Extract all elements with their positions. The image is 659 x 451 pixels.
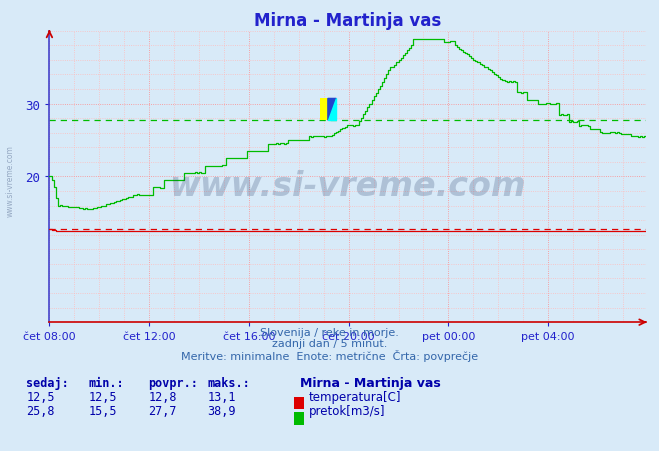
Text: Meritve: minimalne  Enote: metrične  Črta: povprečje: Meritve: minimalne Enote: metrične Črta:…	[181, 350, 478, 362]
Text: www.si-vreme.com: www.si-vreme.com	[5, 144, 14, 216]
Text: 12,8: 12,8	[148, 390, 177, 403]
Text: Slovenija / reke in morje.: Slovenija / reke in morje.	[260, 327, 399, 337]
Text: zadnji dan / 5 minut.: zadnji dan / 5 minut.	[272, 338, 387, 348]
Text: 12,5: 12,5	[89, 390, 117, 403]
Bar	[320, 99, 328, 121]
Text: 12,5: 12,5	[26, 390, 55, 403]
Text: pretok[m3/s]: pretok[m3/s]	[308, 404, 385, 417]
Text: 38,9: 38,9	[208, 404, 236, 417]
Text: temperatura[C]: temperatura[C]	[308, 390, 401, 403]
Text: 25,8: 25,8	[26, 404, 55, 417]
Text: povpr.:: povpr.:	[148, 377, 198, 390]
Text: 27,7: 27,7	[148, 404, 177, 417]
Title: Mirna - Martinja vas: Mirna - Martinja vas	[254, 12, 442, 30]
Polygon shape	[328, 99, 336, 121]
Text: sedaj:: sedaj:	[26, 377, 69, 390]
Text: 13,1: 13,1	[208, 390, 236, 403]
Polygon shape	[328, 99, 336, 121]
Text: www.si-vreme.com: www.si-vreme.com	[169, 169, 526, 202]
Text: Mirna - Martinja vas: Mirna - Martinja vas	[300, 377, 441, 390]
Text: maks.:: maks.:	[208, 377, 250, 390]
Text: 15,5: 15,5	[89, 404, 117, 417]
Text: min.:: min.:	[89, 377, 125, 390]
